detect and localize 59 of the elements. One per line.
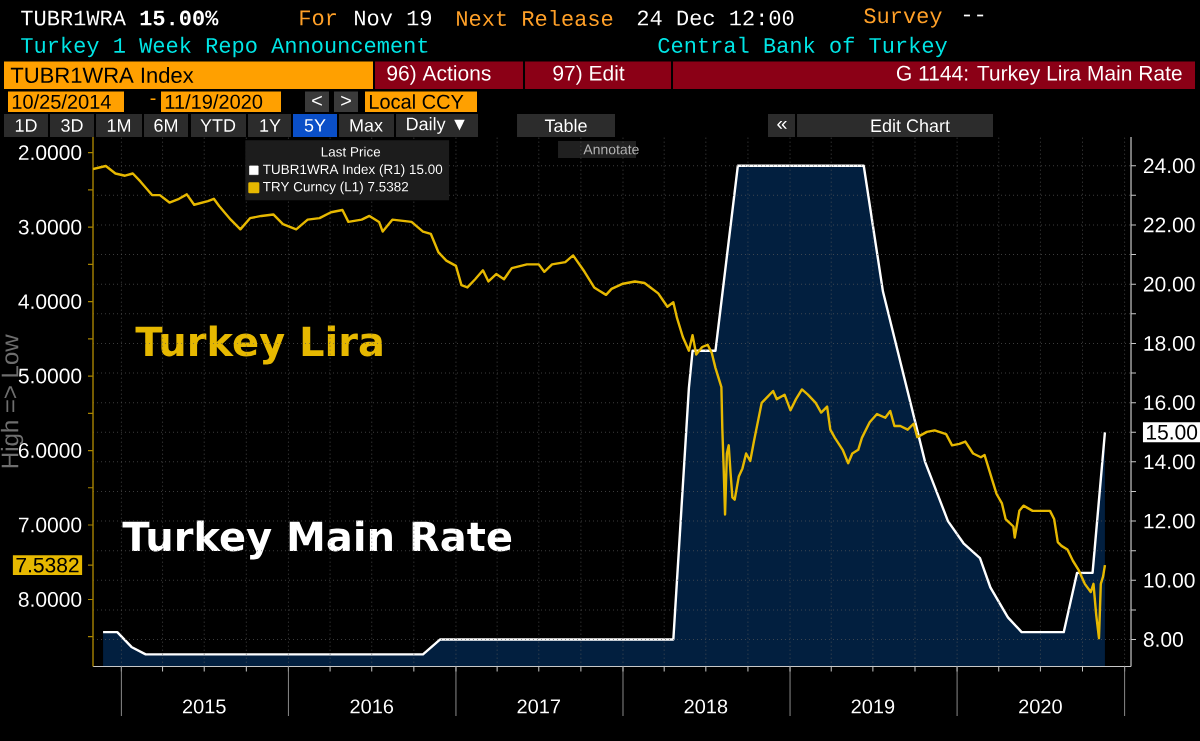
text: TUBR1WRA 15.00% xyxy=(21,10,219,26)
y2-tick-label: 22.00 xyxy=(1143,217,1195,233)
text: 1D xyxy=(15,119,37,132)
legend-label: TRY Curncy (L1) 7.5382 xyxy=(263,181,409,195)
y2-tick-label: 15.00 xyxy=(1147,424,1198,440)
text: 96) Actions xyxy=(387,65,491,85)
text: 1M xyxy=(107,119,131,132)
text: 97) Edit xyxy=(553,65,625,85)
text: Central Bank of Turkey xyxy=(658,36,948,58)
text: 3D xyxy=(61,119,83,132)
annotation: Annotate xyxy=(583,144,639,155)
x-tick-label: 2018 xyxy=(684,699,728,714)
text: Daily ▼ xyxy=(407,117,465,134)
legend-label: TUBR1WRA Index (R1) 15.00 xyxy=(263,164,443,177)
annotation: Turkey Lira xyxy=(135,325,382,365)
y-tick-label: 4.0000 xyxy=(18,294,82,310)
x-tick-label: 2019 xyxy=(851,699,895,714)
y2-tick-label: 24.00 xyxy=(1143,158,1195,174)
text: 5Y xyxy=(304,119,326,132)
chart-title: G 1144: Turkey Lira Main Rate xyxy=(896,65,1182,85)
text: Table xyxy=(544,118,587,133)
text: TUBR1WRA Index xyxy=(10,66,194,84)
y2-tick-label: 14.00 xyxy=(1144,454,1195,470)
text: Next Release xyxy=(457,9,613,27)
x-tick-label: 2017 xyxy=(517,699,561,714)
text: « xyxy=(777,120,787,129)
legend-title: Last Price xyxy=(321,146,381,157)
y2-tick-label: 12.00 xyxy=(1144,513,1195,529)
text: 24 Dec 12:00 xyxy=(637,10,794,26)
x-tick-label: 2015 xyxy=(182,699,226,714)
text: -- xyxy=(963,14,984,17)
x-tick-label: 2020 xyxy=(1019,699,1062,714)
text: > xyxy=(341,95,351,106)
annotation: Turkey Main Rate xyxy=(122,520,512,560)
text: YTD xyxy=(200,119,236,132)
text: 10/25/2014 xyxy=(12,94,111,109)
chart-subtitle: Turkey 1 Week Repo Announcement xyxy=(21,36,428,58)
text: < xyxy=(312,95,322,106)
text: Max xyxy=(350,119,383,132)
text: - xyxy=(150,98,156,101)
y2-tick-label: 8.00 xyxy=(1143,632,1183,647)
y2-tick-label: 18.00 xyxy=(1144,335,1195,351)
text: 11/19/2020 xyxy=(165,94,263,109)
y2-tick-label: 10.00 xyxy=(1144,572,1195,588)
text: Local CCY xyxy=(369,94,464,109)
y-tick-label: 3.0000 xyxy=(18,219,82,235)
y-tick-label: 2.0000 xyxy=(18,145,82,161)
x-tick-label: 2016 xyxy=(350,699,394,714)
text: 6M xyxy=(154,119,178,132)
y-tick-label: 7.0000 xyxy=(18,517,82,533)
text: Survey xyxy=(864,8,942,28)
text: 1Y xyxy=(260,119,281,132)
y-tick-label: 8.0000 xyxy=(18,592,82,607)
text: Edit Chart xyxy=(871,118,950,133)
text: Nov 19 xyxy=(355,10,432,26)
y2-tick-label: 20.00 xyxy=(1143,276,1195,292)
y-tick-label: 7.5382 xyxy=(16,557,79,573)
y2-tick-label: 16.00 xyxy=(1144,395,1195,411)
text: For xyxy=(300,10,336,26)
